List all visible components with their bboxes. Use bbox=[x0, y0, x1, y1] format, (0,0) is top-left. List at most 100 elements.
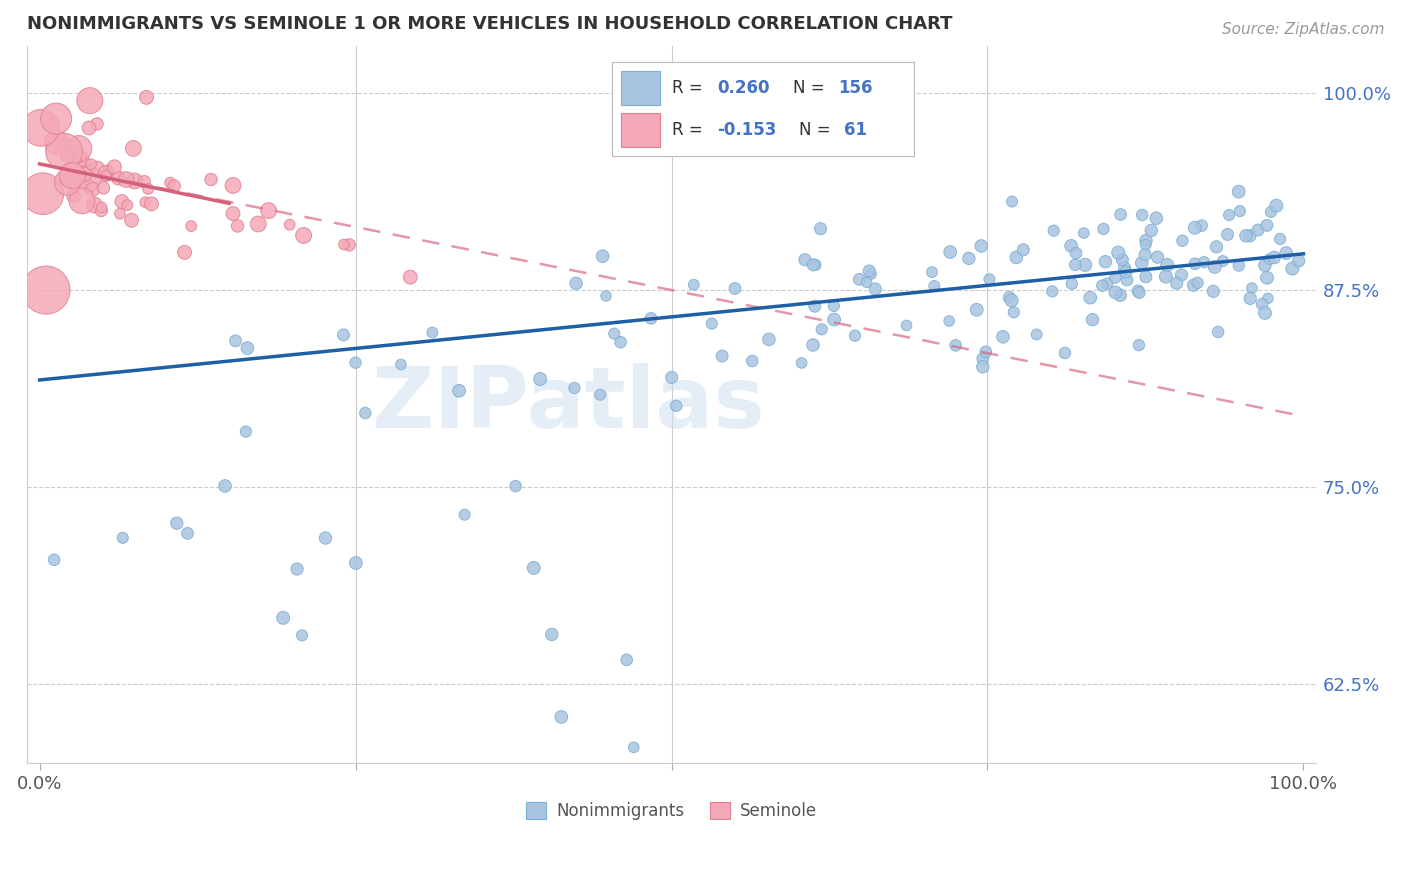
Point bbox=[200, 172, 222, 186]
Point bbox=[1182, 278, 1205, 293]
Point bbox=[1239, 228, 1261, 243]
Point bbox=[399, 270, 422, 285]
Point bbox=[96, 166, 118, 180]
Point bbox=[939, 245, 962, 260]
Point bbox=[79, 94, 101, 108]
Point bbox=[858, 264, 880, 278]
Point bbox=[56, 175, 79, 189]
Point bbox=[176, 526, 198, 541]
Point bbox=[1074, 258, 1097, 272]
Point bbox=[609, 335, 631, 350]
Point bbox=[1254, 306, 1277, 320]
Point bbox=[1204, 260, 1226, 274]
Point bbox=[972, 359, 994, 374]
Point bbox=[222, 206, 245, 220]
Point bbox=[1001, 194, 1024, 209]
Point bbox=[332, 327, 354, 342]
Point bbox=[180, 219, 202, 234]
Point bbox=[63, 172, 86, 186]
Point bbox=[1060, 277, 1083, 291]
Point bbox=[30, 120, 52, 135]
Point bbox=[966, 302, 988, 317]
Point bbox=[1240, 281, 1263, 295]
Point bbox=[315, 531, 337, 545]
Point bbox=[285, 562, 308, 576]
Text: 156: 156 bbox=[838, 78, 873, 96]
Point bbox=[1133, 248, 1156, 262]
Point bbox=[564, 381, 586, 395]
Point bbox=[449, 384, 471, 398]
Point bbox=[1064, 246, 1087, 260]
Point bbox=[505, 479, 527, 493]
Point bbox=[1135, 269, 1157, 284]
Point bbox=[1116, 273, 1139, 287]
Point bbox=[1191, 219, 1213, 233]
Point bbox=[801, 258, 824, 272]
Text: -0.153: -0.153 bbox=[717, 121, 776, 139]
Point bbox=[1251, 297, 1274, 311]
Point bbox=[1288, 253, 1310, 268]
Point bbox=[860, 267, 883, 281]
Point bbox=[344, 556, 367, 570]
Point bbox=[422, 326, 444, 340]
Point bbox=[1128, 285, 1150, 300]
Point bbox=[823, 312, 845, 326]
Point bbox=[97, 163, 120, 178]
Point bbox=[271, 611, 294, 625]
Point bbox=[337, 238, 360, 252]
Text: N =: N = bbox=[799, 121, 831, 139]
Point bbox=[711, 349, 734, 363]
Text: 0.260: 0.260 bbox=[717, 78, 770, 96]
Point bbox=[1128, 338, 1150, 352]
Point bbox=[62, 189, 84, 203]
Point bbox=[565, 277, 588, 291]
Point bbox=[67, 149, 90, 163]
Point bbox=[540, 627, 562, 641]
Point bbox=[848, 272, 870, 286]
Point bbox=[616, 653, 638, 667]
Point bbox=[1256, 219, 1278, 233]
Point bbox=[1115, 265, 1137, 279]
Point bbox=[1166, 277, 1188, 291]
Point bbox=[354, 406, 377, 420]
Point bbox=[661, 370, 683, 384]
Point bbox=[1000, 293, 1022, 308]
Point bbox=[1104, 285, 1126, 300]
Point bbox=[453, 508, 475, 522]
Point bbox=[1094, 254, 1116, 268]
Point bbox=[1205, 240, 1227, 254]
Point bbox=[1184, 257, 1206, 271]
Point bbox=[924, 279, 946, 293]
Point bbox=[124, 174, 146, 188]
Point bbox=[60, 169, 83, 183]
Point bbox=[1078, 291, 1101, 305]
Point bbox=[1170, 268, 1192, 282]
Point bbox=[86, 162, 108, 177]
FancyBboxPatch shape bbox=[620, 113, 659, 147]
Point bbox=[103, 160, 125, 174]
Point bbox=[108, 207, 131, 221]
Point bbox=[1216, 227, 1239, 242]
FancyBboxPatch shape bbox=[620, 70, 659, 104]
Point bbox=[1184, 220, 1206, 235]
Text: NONIMMIGRANTS VS SEMINOLE 1 OR MORE VEHICLES IN HOUSEHOLD CORRELATION CHART: NONIMMIGRANTS VS SEMINOLE 1 OR MORE VEHI… bbox=[27, 15, 952, 33]
Point bbox=[896, 318, 918, 333]
Point bbox=[979, 272, 1001, 286]
Point bbox=[1060, 239, 1083, 253]
Point bbox=[1126, 284, 1149, 298]
Point bbox=[45, 112, 67, 126]
Point bbox=[793, 252, 815, 267]
Point bbox=[93, 181, 115, 195]
Point bbox=[122, 141, 145, 155]
Point bbox=[1081, 312, 1104, 326]
Point bbox=[1229, 204, 1251, 219]
Point bbox=[972, 351, 994, 366]
Point bbox=[136, 182, 159, 196]
Point bbox=[1002, 305, 1025, 319]
Point bbox=[291, 628, 314, 642]
Point bbox=[1268, 232, 1291, 246]
Point bbox=[1064, 258, 1087, 272]
Point bbox=[1154, 269, 1177, 284]
Point bbox=[550, 710, 572, 724]
Point bbox=[1227, 185, 1250, 199]
